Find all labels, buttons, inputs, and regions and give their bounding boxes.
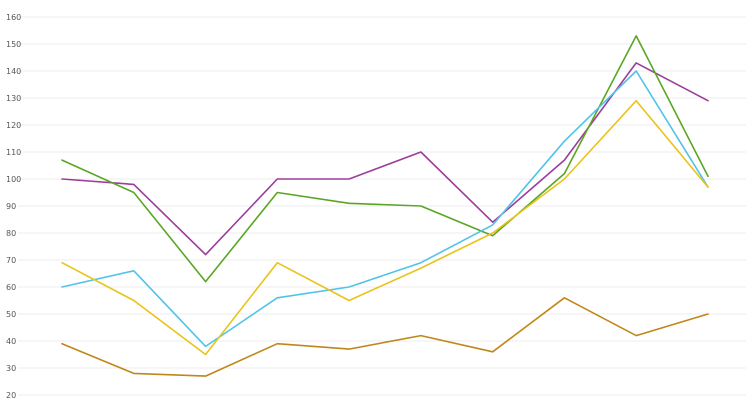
y-tick-label: 80 [6,229,16,238]
y-tick-label: 20 [6,391,16,400]
gridlines [18,16,746,396]
y-tick-label: 40 [6,337,16,346]
y-tick-label: 70 [6,256,16,265]
y-tick-label: 130 [6,94,21,103]
series-line-3 [61,70,709,348]
y-tick-label: 110 [6,148,21,157]
y-tick-label: 140 [6,67,21,76]
series-line-2 [61,35,709,283]
y-tick-label: 50 [6,310,16,319]
y-tick-label: 60 [6,283,16,292]
y-tick-label: 150 [6,40,21,49]
y-tick-label: 90 [6,202,16,211]
y-tick-label: 120 [6,121,21,130]
series-group [61,35,709,377]
y-tick-label: 160 [6,13,21,22]
series-line-1 [61,62,709,256]
y-tick-label: 30 [6,364,16,373]
y-axis: 20 30 40 50 60 70 80 90 100 110 120 130 140 150 160 [6,13,21,400]
y-tick-label: 100 [6,175,21,184]
series-line-4 [61,99,709,356]
series-line-5 [61,296,709,377]
